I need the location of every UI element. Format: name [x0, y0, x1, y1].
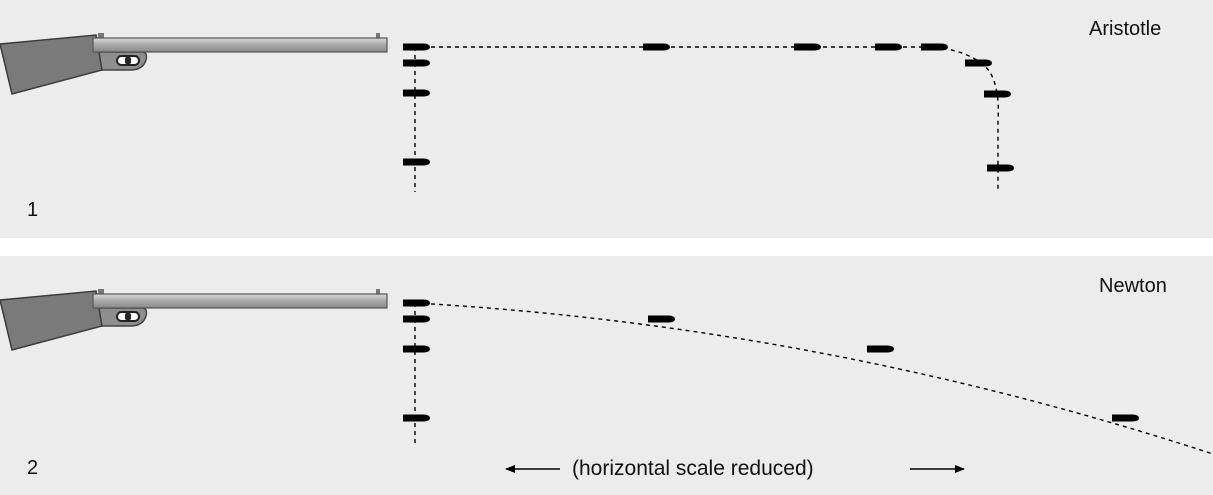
bullet-icon: [403, 345, 430, 353]
scale-note: (horizontal scale reduced): [572, 457, 814, 480]
bullet-icon: [987, 164, 1014, 172]
rifle-icon: [0, 32, 388, 95]
fired-bullet-path: [415, 46, 1000, 192]
bullet-icon: [648, 315, 675, 323]
bullet-icon: [403, 89, 430, 97]
fired-bullet-path: [414, 302, 1213, 455]
bullet-icon: [643, 43, 670, 51]
panel-number: 2: [27, 457, 39, 479]
rifle-icon: [0, 288, 388, 351]
bullet-icon: [403, 43, 430, 51]
bullet-icon: [984, 90, 1011, 98]
newton-panel: Newton 2 (horizontal scale reduced): [0, 256, 1213, 495]
bullet-icon: [403, 414, 430, 422]
bullet-icon: [921, 43, 948, 51]
panel-number: 1: [27, 199, 39, 221]
bullet-icon: [403, 299, 430, 307]
panel-title: Newton: [1099, 275, 1167, 297]
aristotle-panel: Aristotle 1: [0, 0, 1213, 238]
bullet-icon: [794, 43, 821, 51]
bullet-icon: [403, 59, 430, 67]
bullet-icon: [403, 315, 430, 323]
aristotle-diagram: [0, 32, 1014, 192]
bullet-icon: [965, 59, 992, 67]
bullet-icon: [875, 43, 902, 51]
panel-title: Aristotle: [1089, 18, 1162, 40]
bullet-icon: [867, 345, 894, 353]
bullet-icon: [403, 158, 430, 166]
newton-diagram: [0, 288, 1213, 473]
bullet-icon: [1112, 414, 1139, 422]
